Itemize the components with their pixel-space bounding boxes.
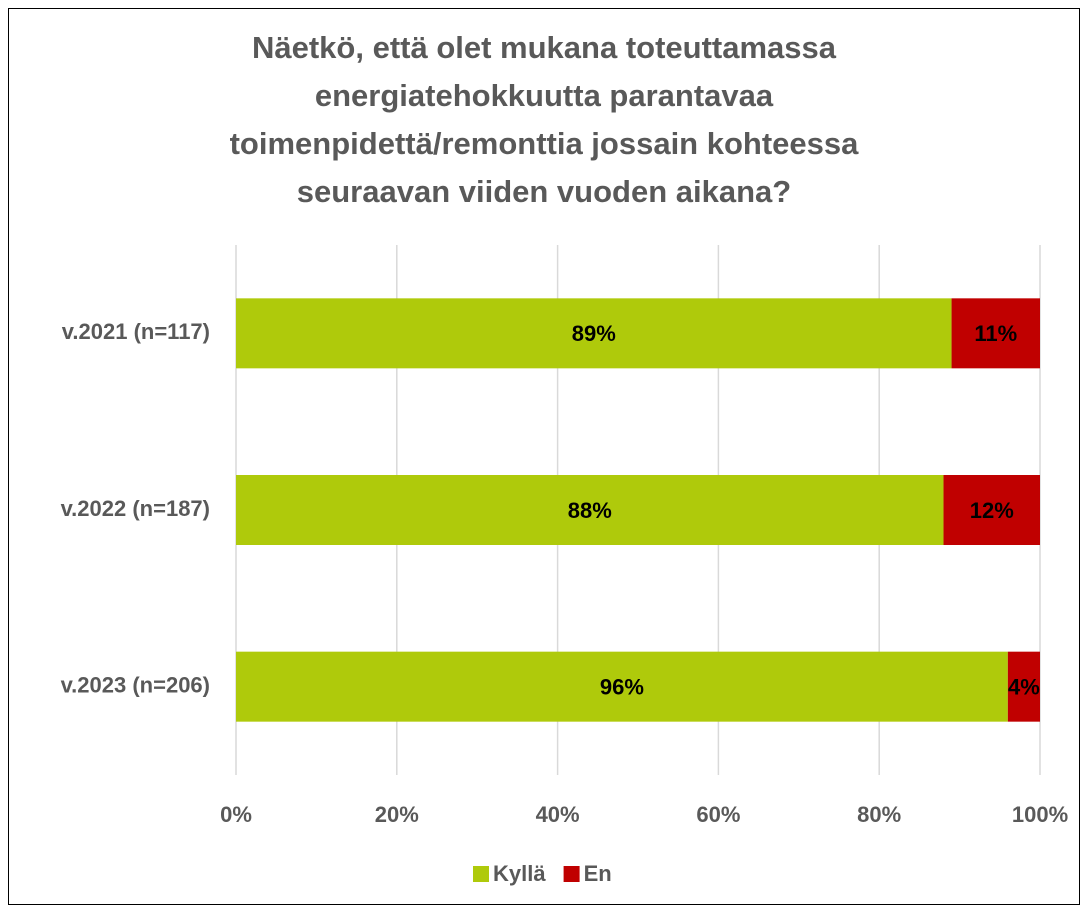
legend-swatch — [473, 866, 489, 882]
x-tick-label: 100% — [1012, 802, 1068, 827]
bar-segment — [951, 298, 1040, 369]
chart-title: energiatehokkuutta parantavaa — [315, 78, 774, 113]
x-tick-label: 40% — [536, 802, 580, 827]
data-label: 88% — [568, 498, 612, 523]
data-label: 12% — [970, 498, 1014, 523]
x-tick-label: 60% — [696, 802, 740, 827]
x-tick-label: 0% — [220, 802, 252, 827]
chart-title: toimenpidettä/remonttia jossain kohteess… — [230, 126, 860, 161]
y-tick-label: v.2021 (n=117) — [62, 319, 210, 344]
legend-label: Kyllä — [493, 861, 546, 886]
bar-segment — [236, 651, 1008, 722]
data-label: 96% — [600, 674, 644, 699]
bar-segment — [1007, 651, 1040, 722]
chart-border — [8, 8, 1080, 905]
chart-title: Näetkö, että olet mukana toteuttamassa — [252, 30, 837, 65]
data-label: 89% — [572, 321, 616, 346]
legend-label: En — [584, 861, 612, 886]
x-tick-label: 80% — [857, 802, 901, 827]
bar-segment — [236, 298, 952, 369]
bar-segment — [943, 475, 1040, 545]
x-tick-label: 20% — [375, 802, 419, 827]
y-tick-label: v.2023 (n=206) — [61, 672, 210, 697]
data-label: 11% — [974, 321, 1017, 346]
chart-title: seuraavan viiden vuoden aikana? — [297, 174, 791, 209]
bar-segment — [236, 475, 944, 545]
data-label: 4% — [1008, 674, 1040, 699]
legend-swatch — [563, 866, 580, 882]
y-tick-label: v.2022 (n=187) — [61, 496, 210, 521]
